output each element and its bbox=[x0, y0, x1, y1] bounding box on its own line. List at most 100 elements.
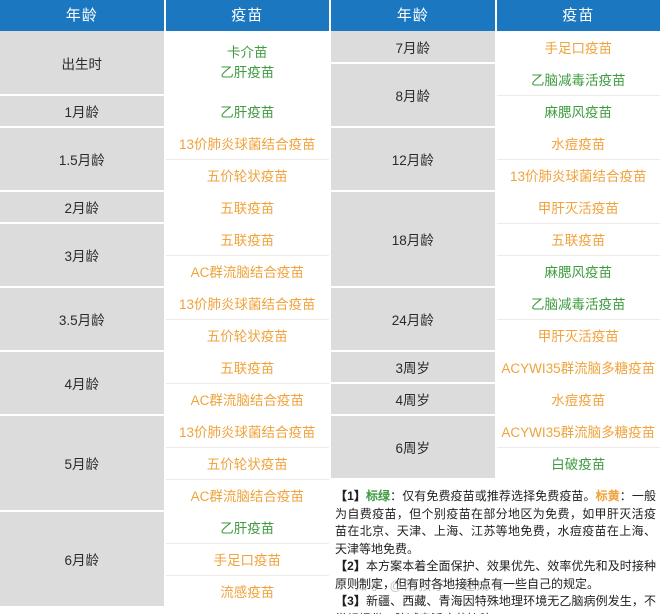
vaccine-cell: ACYWI35群流脑多糖疫苗 bbox=[495, 351, 660, 384]
age-cell: 18月龄 bbox=[331, 191, 497, 288]
table-row: 白破疫苗 bbox=[331, 447, 660, 480]
vaccine-cell: 甲肝灭活疫苗 bbox=[495, 319, 660, 352]
table-body-right: 7月龄 手足口疫苗 8月龄 乙脑减毒活疫苗 麻腮风疫苗 12月龄 水痘疫苗 13价肺炎球菌结合… bbox=[331, 31, 660, 480]
vaccine-cell: 五价轮状疫苗 bbox=[164, 447, 329, 480]
table-row: 手足口疫苗 bbox=[0, 543, 329, 576]
footnote-3: 【3】新疆、西藏、青海因特殊地理环境无乙脑病例发生，不常规提供乙脑减毒活疫苗接种… bbox=[335, 593, 656, 614]
footnote-1-green-label: 标绿 bbox=[365, 489, 391, 503]
column-header-vaccine-right: 疫苗 bbox=[495, 0, 660, 31]
vaccine-cell: 乙肝疫苗 bbox=[164, 511, 329, 544]
vaccine-cell: 乙脑减毒活疫苗 bbox=[495, 63, 660, 96]
vaccine-cell-group: 卡介苗 乙肝疫苗 bbox=[164, 31, 329, 96]
age-cell: 4月龄 bbox=[0, 351, 166, 416]
table-row: 12月龄 水痘疫苗 bbox=[331, 127, 660, 192]
vaccine-cell: AC群流脑结合疫苗 bbox=[164, 255, 329, 288]
table-row: 出生时 卡介苗 乙肝疫苗 bbox=[0, 31, 329, 96]
table-row: 18月龄 甲肝灭活疫苗 bbox=[331, 191, 660, 288]
age-cell: 5月龄 bbox=[0, 415, 166, 512]
footnote-1-text-b: ：一般为自费疫苗，但个别疫苗在部分地区为免费，如甲肝灭活疫苗在北京、天津、上海、… bbox=[335, 489, 656, 556]
footnotes-block: 【1】标绿：仅有免费疫苗或推荐选择免费疫苗。标黄：一般为自费疫苗，但个别疫苗在部… bbox=[331, 482, 660, 614]
age-cell: 3周岁 bbox=[331, 351, 497, 384]
table-row: 7月龄 手足口疫苗 bbox=[331, 31, 660, 64]
vaccine-cell: 手足口疫苗 bbox=[164, 543, 329, 576]
age-cell: 7月龄 bbox=[331, 31, 497, 64]
table-row: 13价肺炎球菌结合疫苗 bbox=[331, 159, 660, 192]
table-row: AC群流脑结合疫苗 bbox=[0, 255, 329, 288]
vaccine-cell: 手足口疫苗 bbox=[495, 31, 660, 64]
table-row: 6周岁 ACYWI35群流脑多糖疫苗 bbox=[331, 415, 660, 480]
column-header-age-right: 年龄 bbox=[331, 0, 497, 31]
footnote-3-index: 【3】 bbox=[335, 594, 366, 608]
vaccine-cell: 甲肝灭活疫苗 bbox=[495, 191, 660, 224]
vaccine-cell: 13价肺炎球菌结合疫苗 bbox=[164, 415, 329, 448]
vaccine-cell: 白破疫苗 bbox=[495, 447, 660, 480]
table-row: 24月龄 乙脑减毒活疫苗 bbox=[331, 287, 660, 352]
footnote-2: 【2】本方案本着全面保护、效果优先、效率优先和及时接种原则制定，但有时各地接种点… bbox=[335, 558, 656, 593]
age-cell: 1.5月龄 bbox=[0, 127, 166, 192]
footnote-1: 【1】标绿：仅有免费疫苗或推荐选择免费疫苗。标黄：一般为自费疫苗，但个别疫苗在部… bbox=[335, 488, 656, 558]
table-head-right: 年龄 疫苗 bbox=[331, 0, 660, 31]
table-row: 五价轮状疫苗 bbox=[0, 319, 329, 352]
table-row: 3.5月龄 13价肺炎球菌结合疫苗 bbox=[0, 287, 329, 352]
table-head-left: 年龄 疫苗 bbox=[0, 0, 329, 31]
column-header-vaccine-left: 疫苗 bbox=[164, 0, 329, 31]
age-cell: 出生时 bbox=[0, 31, 166, 96]
age-cell: 1月龄 bbox=[0, 95, 166, 128]
vaccine-cell: 水痘疫苗 bbox=[495, 127, 660, 160]
vaccine-cell: 五价轮状疫苗 bbox=[164, 319, 329, 352]
age-cell: 3.5月龄 bbox=[0, 287, 166, 352]
table-row: 流感疫苗 bbox=[0, 575, 329, 608]
age-cell: 8月龄 bbox=[331, 63, 497, 128]
footnote-1-orange-label: 标黄 bbox=[595, 489, 620, 503]
vaccine-cell: 13价肺炎球菌结合疫苗 bbox=[495, 159, 660, 192]
vaccine-cell: 麻腮风疫苗 bbox=[495, 255, 660, 288]
table-row: 8月龄 乙脑减毒活疫苗 bbox=[331, 63, 660, 128]
table-row: 4月龄 五联疫苗 bbox=[0, 351, 329, 416]
vaccine-name: 卡介苗 bbox=[227, 44, 268, 60]
vaccine-cell: 五联疫苗 bbox=[495, 223, 660, 256]
table-row: AC群流脑结合疫苗 bbox=[0, 479, 329, 512]
table-row: 2月龄 五联疫苗 bbox=[0, 191, 329, 224]
table-row: 3周岁 ACYWI35群流脑多糖疫苗 bbox=[331, 351, 660, 384]
vaccine-cell: 五联疫苗 bbox=[164, 351, 329, 384]
column-header-age-left: 年龄 bbox=[0, 0, 166, 31]
vaccine-cell: 五联疫苗 bbox=[164, 223, 329, 256]
schedule-table-left-panel: 年龄 疫苗 出生时 卡介苗 乙肝疫苗 1月龄 乙肝疫苗 1.5月龄 13价肺炎球菌结合疫苗五… bbox=[0, 0, 329, 608]
table-row: 3月龄 五联疫苗 bbox=[0, 223, 329, 288]
table-row: 麻腮风疫苗 bbox=[331, 95, 660, 128]
vaccine-cell: 13价肺炎球菌结合疫苗 bbox=[164, 127, 329, 160]
vaccine-cell: AC群流脑结合疫苗 bbox=[164, 383, 329, 416]
age-cell: 6周岁 bbox=[331, 415, 497, 480]
schedule-table-left: 年龄 疫苗 出生时 卡介苗 乙肝疫苗 1月龄 乙肝疫苗 1.5月龄 13价肺炎球菌结合疫苗五… bbox=[0, 0, 329, 608]
table-body-left: 出生时 卡介苗 乙肝疫苗 1月龄 乙肝疫苗 1.5月龄 13价肺炎球菌结合疫苗 五价轮状疫苗 2… bbox=[0, 31, 329, 608]
vaccine-cell: 五价轮状疫苗 bbox=[164, 159, 329, 192]
vaccine-cell: 流感疫苗 bbox=[164, 575, 329, 608]
vaccine-cell: AC群流脑结合疫苗 bbox=[164, 479, 329, 512]
table-row: 1月龄 乙肝疫苗 bbox=[0, 95, 329, 128]
table-row: AC群流脑结合疫苗 bbox=[0, 383, 329, 416]
age-cell: 24月龄 bbox=[331, 287, 497, 352]
vaccine-cell: 五联疫苗 bbox=[164, 191, 329, 224]
table-row: 4周岁 水痘疫苗 bbox=[331, 383, 660, 416]
vaccine-cell: ACYWI35群流脑多糖疫苗 bbox=[495, 415, 660, 448]
footnote-1-text-a: ：仅有免费疫苗或推荐选择免费疫苗。 bbox=[390, 489, 596, 503]
age-cell: 4周岁 bbox=[331, 383, 497, 416]
footnote-1-index: 【1】 bbox=[335, 489, 366, 503]
footnote-2-index: 【2】 bbox=[335, 559, 366, 573]
schedule-table-right-panel: 年龄 疫苗 7月龄 手足口疫苗 8月龄 乙脑减毒活疫苗 麻腮风疫苗 12月龄 水痘疫苗 13价… bbox=[331, 0, 660, 480]
header-row-right: 年龄 疫苗 bbox=[331, 0, 660, 31]
footnote-2-text: 本方案本着全面保护、效果优先、效率优先和及时接种原则制定，但有时各地接种点有一些… bbox=[335, 559, 656, 591]
table-row: 五价轮状疫苗 bbox=[0, 447, 329, 480]
table-row: 五价轮状疫苗 bbox=[0, 159, 329, 192]
schedule-table-right: 年龄 疫苗 7月龄 手足口疫苗 8月龄 乙脑减毒活疫苗 麻腮风疫苗 12月龄 水痘疫苗 13价… bbox=[331, 0, 660, 480]
age-cell: 6月龄 bbox=[0, 511, 166, 608]
vaccine-cell: 乙脑减毒活疫苗 bbox=[495, 287, 660, 320]
vaccine-cell: 水痘疫苗 bbox=[495, 383, 660, 416]
table-row: 麻腮风疫苗 bbox=[331, 255, 660, 288]
table-row: 甲肝灭活疫苗 bbox=[331, 319, 660, 352]
vaccine-cell: 13价肺炎球菌结合疫苗 bbox=[164, 287, 329, 320]
age-cell: 2月龄 bbox=[0, 191, 166, 224]
vaccine-name: 乙肝疫苗 bbox=[220, 64, 275, 80]
age-cell: 12月龄 bbox=[331, 127, 497, 192]
